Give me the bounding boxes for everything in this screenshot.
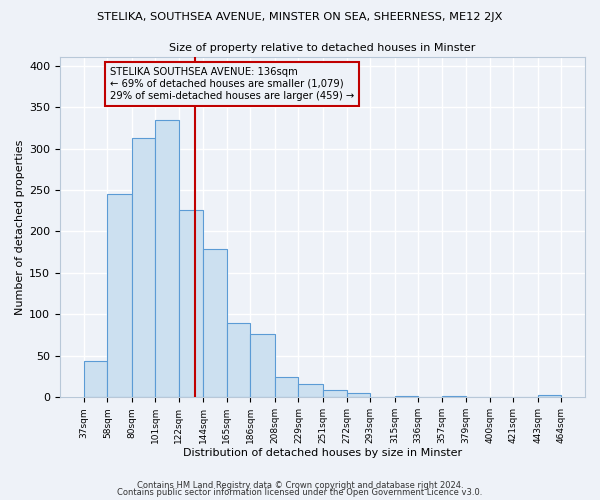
Text: STELIKA, SOUTHSEA AVENUE, MINSTER ON SEA, SHEERNESS, ME12 2JX: STELIKA, SOUTHSEA AVENUE, MINSTER ON SEA… (97, 12, 503, 22)
Bar (395, 396, 418, 397)
Bar (227, 322, 250, 397)
Bar (442, 396, 466, 397)
Text: STELIKA SOUTHSEA AVENUE: 136sqm
← 69% of detached houses are smaller (1,079)
29%: STELIKA SOUTHSEA AVENUE: 136sqm ← 69% of… (110, 68, 354, 100)
Bar (155, 120, 179, 397)
Bar (107, 194, 132, 397)
Bar (347, 393, 370, 397)
Text: Contains HM Land Registry data © Crown copyright and database right 2024.: Contains HM Land Registry data © Crown c… (137, 480, 463, 490)
Bar (179, 210, 203, 397)
Bar (84, 361, 107, 397)
Bar (250, 334, 275, 397)
Title: Size of property relative to detached houses in Minster: Size of property relative to detached ho… (169, 42, 476, 52)
Bar (275, 376, 298, 397)
X-axis label: Distribution of detached houses by size in Minster: Distribution of detached houses by size … (183, 448, 462, 458)
Bar (298, 384, 323, 397)
Bar (203, 249, 227, 397)
Text: Contains public sector information licensed under the Open Government Licence v3: Contains public sector information licen… (118, 488, 482, 497)
Bar (538, 394, 561, 397)
Bar (323, 390, 347, 397)
Bar (132, 138, 155, 397)
Y-axis label: Number of detached properties: Number of detached properties (15, 140, 25, 315)
